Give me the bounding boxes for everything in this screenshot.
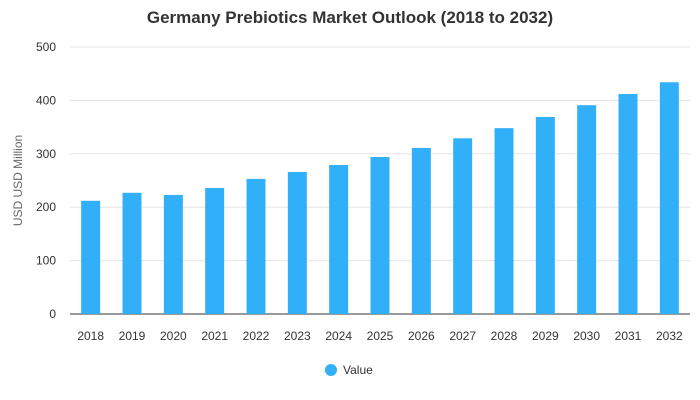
y-tick-label: 200 (36, 200, 56, 214)
x-tick-label: 2020 (160, 329, 187, 343)
x-tick-label: 2026 (408, 329, 435, 343)
x-tick-label: 2019 (119, 329, 146, 343)
x-tick-label: 2023 (284, 329, 311, 343)
bar (618, 93, 638, 314)
x-tick-label: 2024 (325, 329, 352, 343)
x-tick-label: 2025 (367, 329, 394, 343)
x-tick-label: 2030 (573, 329, 600, 343)
y-axis-title: USD USD Million (11, 135, 25, 226)
y-tick-label: 300 (36, 147, 56, 161)
bar (577, 105, 597, 315)
x-tick-label: 2028 (491, 329, 518, 343)
x-tick-label: 2029 (532, 329, 559, 343)
x-tick-label: 2022 (243, 329, 270, 343)
x-tick-label: 2031 (615, 329, 642, 343)
bar (370, 157, 390, 314)
y-tick-label: 0 (49, 307, 56, 321)
bar (81, 200, 101, 314)
bar (122, 192, 142, 314)
x-tick-label: 2027 (449, 329, 476, 343)
bar (494, 128, 514, 314)
y-tick-label: 100 (36, 254, 56, 268)
x-tick-label: 2021 (201, 329, 228, 343)
bar (205, 187, 225, 314)
x-tick-label: 2032 (656, 329, 683, 343)
legend-swatch (325, 364, 337, 376)
bar (246, 178, 266, 314)
bar (659, 82, 679, 314)
bar (535, 116, 555, 314)
bar (329, 165, 349, 314)
bar (287, 171, 307, 314)
y-tick-label: 400 (36, 93, 56, 107)
y-tick-label: 500 (36, 40, 56, 54)
bar (453, 138, 473, 314)
legend-label: Value (343, 363, 373, 377)
bar (411, 147, 431, 314)
chart-title: Germany Prebiotics Market Outlook (2018 … (146, 8, 554, 27)
x-tick-label: 2018 (77, 329, 104, 343)
bar (163, 194, 183, 314)
